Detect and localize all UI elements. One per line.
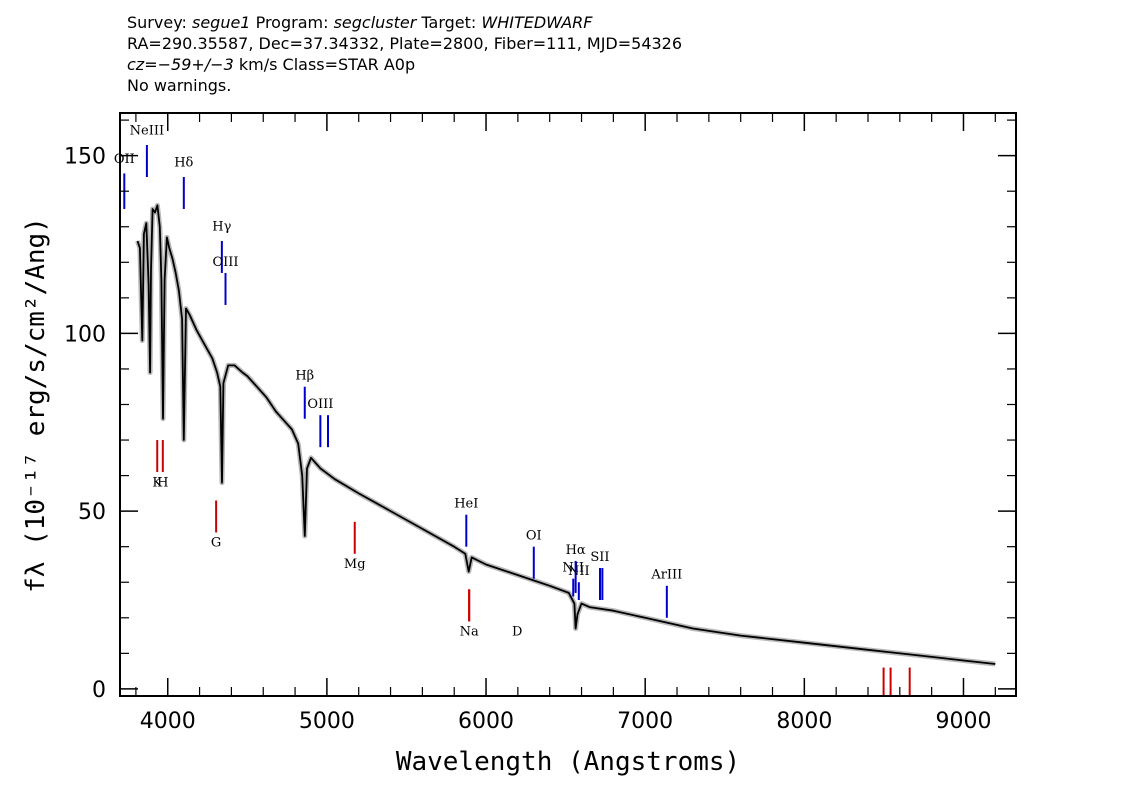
- x-tick-label-0: 4000: [140, 709, 196, 734]
- emission-line-label-11: Hα: [566, 543, 586, 558]
- header-line-survey: Survey: segue1 Program: segcluster Targe…: [127, 12, 682, 33]
- emission-line-label-15: ArIII: [650, 568, 682, 583]
- absorption-line-label-2: G: [211, 536, 221, 551]
- absorption-line-label-3: Mg: [344, 557, 366, 572]
- spectral-lines-layer: OIINeIIIHδHγOIIIHβOIIIHeIOINIIHαNIISIIAr…: [114, 123, 911, 696]
- program-value: segcluster: [333, 13, 417, 32]
- y-tick-label-3: 150: [64, 145, 106, 170]
- absorption-line-label-1: H: [157, 475, 168, 490]
- absorption-line-label-5: D: [512, 625, 522, 640]
- header-line-coordinates: RA=290.35587, Dec=37.34332, Plate=2800, …: [127, 34, 683, 53]
- x-tick-label-2: 6000: [458, 709, 514, 734]
- target-label: Target:: [421, 13, 477, 32]
- spectrum-flux-line-0: [136, 204, 996, 665]
- x-axis-title: Wavelength (Angstroms): [396, 747, 740, 777]
- x-tick-label-3: 7000: [617, 709, 673, 734]
- emission-line-label-0: OII: [114, 152, 135, 167]
- emission-line-label-2: Hδ: [174, 155, 193, 170]
- program-label: Program:: [255, 13, 329, 32]
- cz-value: −59+/−3: [157, 55, 234, 74]
- header-line-redshift: cz=−59+/−3 km/s Class=STAR A0p: [127, 54, 682, 75]
- spectrum-layer: [135, 202, 996, 667]
- y-axis-title: fλ (10⁻¹⁷ erg/s/cm²/Ang): [21, 217, 51, 593]
- header-line-warnings: No warnings.: [127, 76, 232, 95]
- emission-line-label-4: OIII: [212, 255, 238, 270]
- absorption-line-label-4: Na: [460, 625, 479, 640]
- x-tick-label-4: 8000: [776, 709, 832, 734]
- absorption-line-label-0: K: [152, 475, 162, 490]
- axis-ticks: 4000 5000 6000 7000 8000 9000 0 50 100 150: [64, 113, 1016, 734]
- emission-line-label-5: Hβ: [295, 369, 314, 384]
- spectrum-error-band-0: [135, 202, 996, 667]
- x-tick-label-5: 9000: [935, 709, 991, 734]
- cz-label: cz=: [127, 55, 158, 74]
- survey-label: Survey:: [127, 13, 187, 32]
- emission-line-label-12: NII: [568, 564, 590, 579]
- emission-line-label-13: SII: [590, 550, 609, 565]
- y-tick-label-2: 100: [64, 322, 106, 347]
- target-value: WHITEDWARF: [481, 13, 593, 32]
- emission-line-label-3: Hγ: [212, 219, 231, 234]
- spectrum-header: Survey: segue1 Program: segcluster Targe…: [127, 12, 682, 96]
- plot-frame: [119, 112, 1017, 697]
- y-tick-label-1: 50: [78, 500, 106, 525]
- emission-line-label-1: NeIII: [130, 123, 164, 138]
- y-tick-label-0: 0: [92, 678, 106, 703]
- emission-line-label-8: HeI: [454, 497, 478, 512]
- emission-line-label-9: OI: [526, 529, 542, 544]
- survey-value: segue1: [191, 13, 251, 32]
- x-tick-label-1: 5000: [299, 709, 355, 734]
- emission-line-label-6: OIII: [307, 397, 333, 412]
- emission-line-label-10: NII: [562, 561, 584, 576]
- class-text: km/s Class=STAR A0p: [233, 55, 416, 74]
